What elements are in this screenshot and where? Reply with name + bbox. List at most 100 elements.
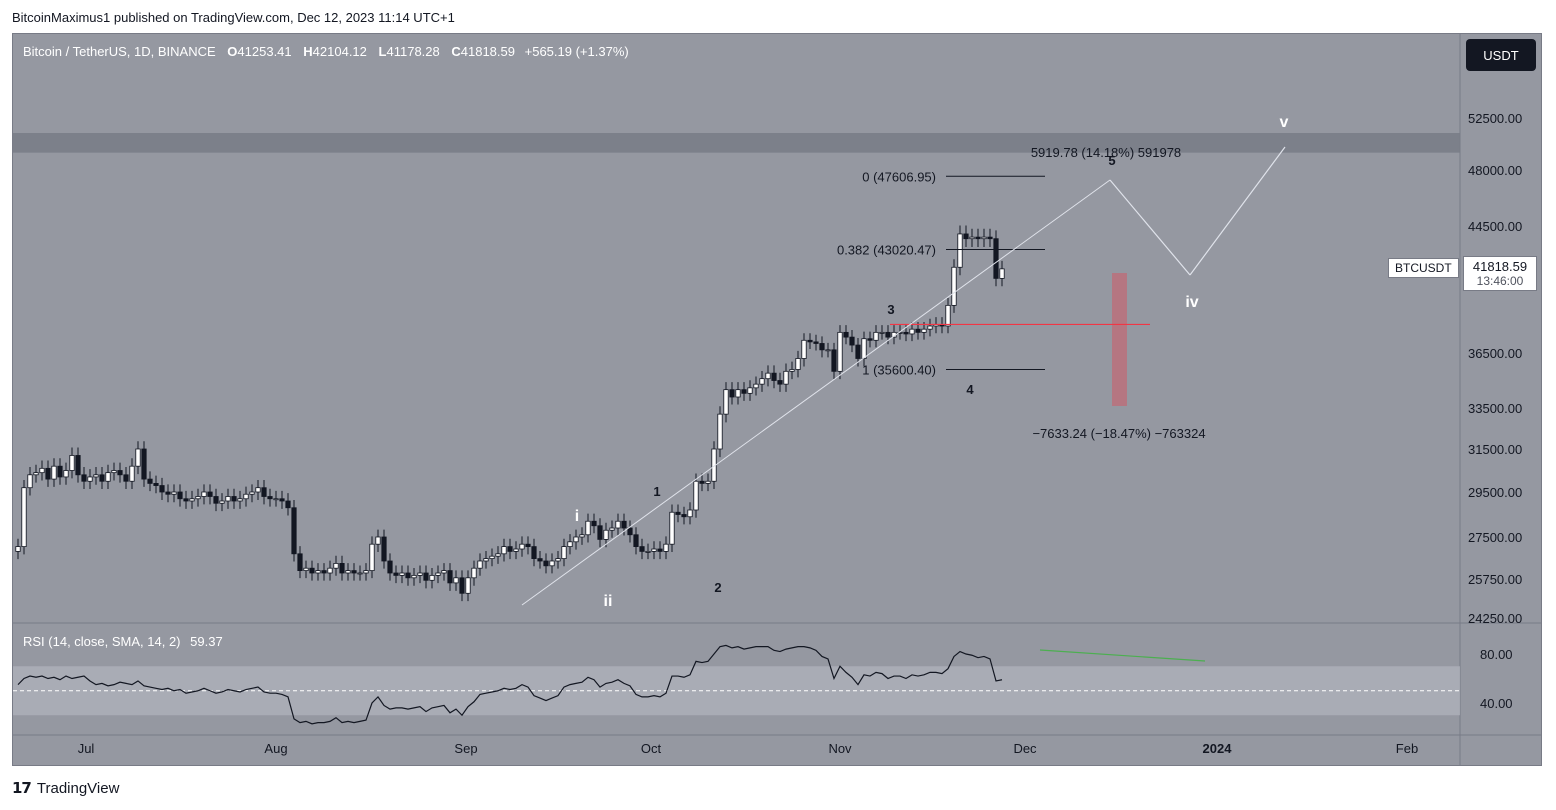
measure-down-label: −7633.24 (−18.47%) −763324 bbox=[1032, 426, 1205, 441]
candle-body bbox=[285, 500, 291, 509]
candle-body bbox=[207, 491, 213, 497]
fib-level-label: 0 (47606.95) bbox=[862, 169, 936, 184]
wave-label: 3 bbox=[887, 302, 894, 317]
currency-button[interactable]: USDT bbox=[1466, 39, 1536, 71]
candle-body bbox=[507, 546, 513, 552]
rsi-line bbox=[17, 644, 1003, 725]
candle-body bbox=[591, 520, 597, 527]
time-tick-label: 2024 bbox=[1203, 741, 1233, 756]
candle-body bbox=[957, 233, 963, 268]
candle-body bbox=[783, 370, 789, 385]
footer-brand[interactable]: 𝟭𝟳 TradingView bbox=[12, 779, 119, 798]
candle-body bbox=[483, 558, 489, 562]
bar-countdown: 13:46:00 bbox=[1476, 274, 1524, 288]
candle-body bbox=[951, 266, 957, 306]
candle-body bbox=[279, 498, 285, 502]
candle-body bbox=[645, 551, 651, 553]
legend-open-label: O bbox=[227, 44, 238, 59]
time-tick-label: Feb bbox=[1396, 741, 1418, 756]
candle-body bbox=[765, 372, 771, 380]
candle-body bbox=[963, 233, 969, 240]
candle-body bbox=[555, 558, 561, 562]
price-tick-label: 24250.00 bbox=[1468, 611, 1522, 626]
candle-body bbox=[801, 339, 807, 359]
candle-body bbox=[417, 572, 423, 576]
tradingview-logo-icon: 𝟭𝟳 bbox=[12, 780, 32, 797]
candle-body bbox=[309, 567, 315, 574]
candle-body bbox=[243, 493, 249, 500]
candle-body bbox=[297, 553, 303, 571]
candle-body bbox=[219, 500, 225, 504]
time-tick-label: Nov bbox=[828, 741, 852, 756]
rsi-legend-value: 59.37 bbox=[190, 634, 223, 649]
candle-body bbox=[105, 472, 111, 482]
candle-body bbox=[147, 478, 153, 484]
measure-up-label: 5919.78 (14.18%) 591978 bbox=[1031, 145, 1181, 160]
candle-body bbox=[525, 543, 531, 548]
rsi-divergence-trendline bbox=[1039, 649, 1206, 662]
candle-body bbox=[771, 372, 777, 381]
candle-body bbox=[111, 470, 117, 474]
candle-body bbox=[723, 389, 729, 415]
candle-body bbox=[333, 563, 339, 569]
candle-body bbox=[237, 498, 243, 502]
candle-body bbox=[843, 331, 849, 338]
candle-body bbox=[363, 570, 369, 574]
candle-body bbox=[495, 553, 501, 557]
candle-body bbox=[567, 541, 573, 547]
candle-body bbox=[135, 448, 141, 467]
candle-body bbox=[747, 387, 753, 394]
measure-down-box bbox=[1112, 273, 1127, 406]
candle-body bbox=[93, 474, 99, 478]
candle-body bbox=[21, 487, 27, 548]
candle-body bbox=[861, 338, 867, 359]
ohlc-legend: Bitcoin / TetherUS, 1D, BINANCE O41253.4… bbox=[23, 44, 629, 59]
candle-body bbox=[873, 331, 879, 341]
candle-body bbox=[543, 560, 549, 567]
candle-body bbox=[375, 536, 381, 545]
candle-body bbox=[561, 546, 567, 559]
candle-body bbox=[45, 467, 51, 480]
candle-body bbox=[825, 349, 831, 352]
candle-body bbox=[681, 514, 687, 518]
wave-label: 5 bbox=[1108, 153, 1115, 168]
resistance-zone bbox=[13, 133, 1460, 153]
candle-body bbox=[585, 520, 591, 536]
candle-body bbox=[657, 548, 663, 552]
candle-body bbox=[75, 455, 81, 476]
candle-body bbox=[39, 467, 45, 474]
price-tick-label: 25750.00 bbox=[1468, 572, 1522, 587]
time-tick-label: Jul bbox=[78, 741, 95, 756]
price-tick-label: 36500.00 bbox=[1468, 346, 1522, 361]
candle-body bbox=[255, 487, 261, 493]
candle-body bbox=[27, 474, 33, 489]
candle-body bbox=[807, 339, 813, 343]
wave-label: 1 bbox=[653, 484, 660, 499]
legend-high-label: H bbox=[303, 44, 313, 59]
candle-body bbox=[327, 567, 333, 574]
price-tick-label: 31500.00 bbox=[1468, 442, 1522, 457]
candle-body bbox=[741, 389, 747, 394]
candle-body bbox=[549, 560, 555, 567]
candle-body bbox=[165, 491, 171, 495]
candle-body bbox=[213, 496, 219, 504]
candle-body bbox=[201, 491, 207, 497]
candle-body bbox=[387, 560, 393, 574]
candle-body bbox=[231, 496, 237, 502]
candle-body bbox=[81, 474, 87, 482]
candle-body bbox=[345, 570, 351, 574]
candle-body bbox=[867, 338, 873, 341]
candle-body bbox=[33, 472, 39, 476]
candle-body bbox=[759, 378, 765, 385]
candle-body bbox=[705, 480, 711, 484]
candle-body bbox=[351, 570, 357, 574]
legend-close: 41818.59 bbox=[460, 44, 515, 59]
candle-body bbox=[717, 413, 723, 450]
price-tick-label: 27500.00 bbox=[1468, 530, 1522, 545]
candle-body bbox=[303, 567, 309, 572]
wave-label: 2 bbox=[714, 580, 721, 595]
candle-body bbox=[573, 536, 579, 543]
wave-label: v bbox=[1280, 114, 1289, 131]
candle-body bbox=[921, 328, 927, 333]
